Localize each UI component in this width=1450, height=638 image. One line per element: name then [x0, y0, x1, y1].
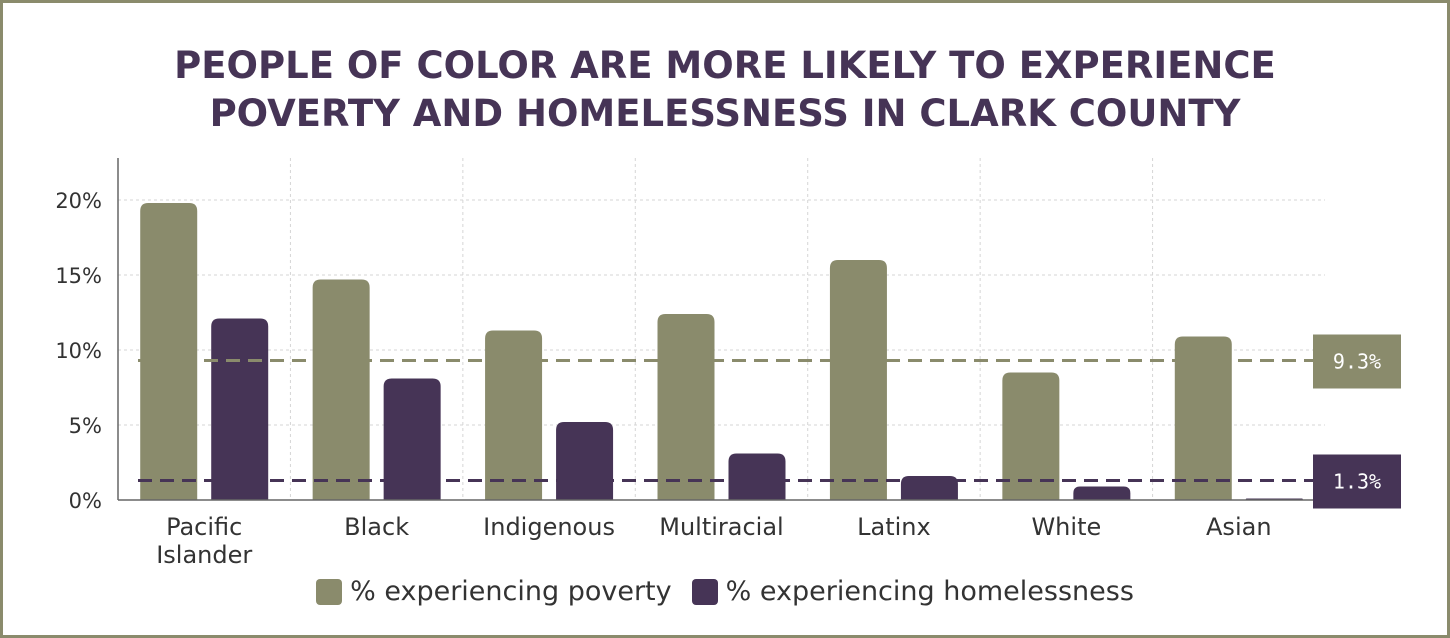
legend-label-poverty: % experiencing poverty: [350, 576, 672, 607]
reference-label-box-poverty: [1313, 334, 1401, 389]
bar-homelessness: [1073, 486, 1131, 500]
y-tick-label: 0%: [69, 489, 102, 513]
bar-homelessness: [211, 318, 269, 500]
bar-homelessness: [728, 453, 786, 500]
bar-homelessness: [383, 378, 441, 500]
bar-poverty: [657, 314, 715, 500]
x-tick-label: White: [1031, 513, 1101, 541]
x-tick-label: Asian: [1206, 513, 1272, 541]
x-tick-label: Indigenous: [483, 513, 615, 541]
reference-label-poverty: 9.3%: [1333, 350, 1381, 374]
reference-label-box-homelessness: [1313, 454, 1401, 509]
legend-swatch-homelessness: [691, 578, 718, 605]
y-tick-label: 20%: [55, 189, 102, 213]
x-tick-label: Pacific Islander: [156, 513, 252, 569]
chart-legend: % experiencing poverty % experiencing ho…: [0, 576, 1450, 607]
chart-title-line-1: PEOPLE OF COLOR ARE MORE LIKELY TO EXPER…: [174, 44, 1276, 87]
y-tick-label: 5%: [69, 414, 102, 438]
y-tick-label: 10%: [55, 339, 102, 363]
bar-poverty: [1002, 372, 1060, 500]
legend-item-poverty: % experiencing poverty: [316, 576, 672, 607]
y-tick-label: 15%: [55, 264, 102, 288]
x-tick-label: Black: [344, 513, 409, 541]
legend-swatch-poverty: [316, 578, 343, 605]
legend-item-homelessness: % experiencing homelessness: [691, 576, 1134, 607]
x-tick-label: Multiracial: [659, 513, 783, 541]
bar-poverty: [1174, 336, 1232, 500]
bar-poverty: [485, 330, 543, 500]
bar-poverty: [829, 260, 887, 500]
reference-label-homelessness: 1.3%: [1333, 470, 1381, 494]
x-tick-label: Latinx: [857, 513, 931, 541]
bar-poverty: [312, 279, 370, 500]
legend-label-homelessness: % experiencing homelessness: [725, 576, 1134, 607]
bar-poverty: [140, 203, 198, 500]
chart-title-line-2: POVERTY AND HOMELESSNESS IN CLARK COUNTY: [209, 92, 1241, 135]
bar-homelessness: [556, 422, 614, 500]
chart-title: PEOPLE OF COLOR ARE MORE LIKELY TO EXPER…: [0, 42, 1450, 138]
